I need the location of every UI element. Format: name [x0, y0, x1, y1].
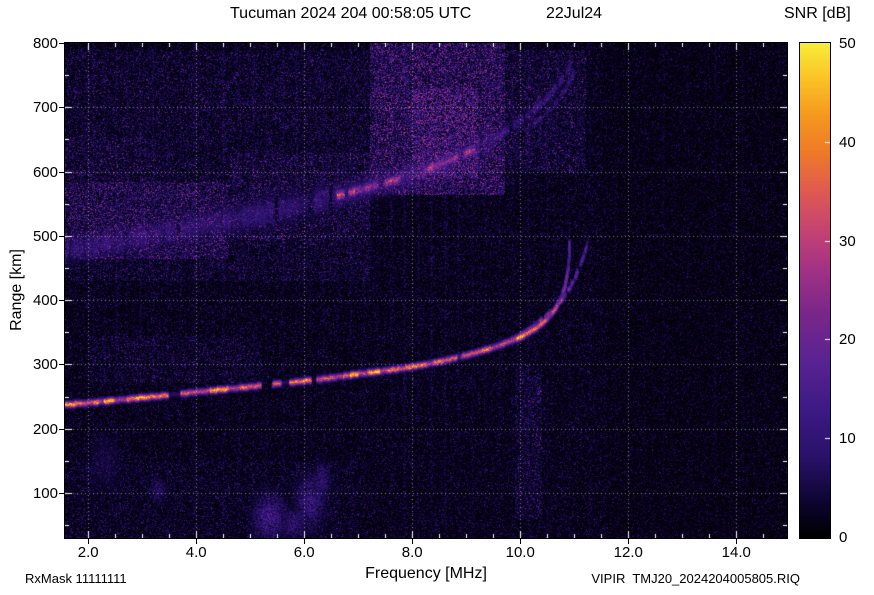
x-tick-mark	[88, 539, 89, 544]
y-tick-mark	[59, 107, 64, 108]
y-tick-mark	[59, 236, 64, 237]
x-tick-mark	[736, 539, 737, 544]
snr-colorbar-canvas	[800, 43, 830, 538]
x-tick-label: 2.0	[77, 544, 99, 561]
ionogram-plot-area	[64, 42, 788, 539]
y-tick-label: 600	[32, 163, 58, 181]
x-tick-label: 8.0	[401, 544, 423, 561]
x-tick-label: 12.0	[613, 544, 643, 561]
x-tick-label: 4.0	[185, 544, 207, 561]
x-tick-mark	[628, 539, 629, 544]
x-tick-mark	[520, 539, 521, 544]
x-tick-mark	[412, 539, 413, 544]
x-tick-label: 6.0	[293, 544, 315, 561]
y-tick-label: 200	[32, 420, 58, 438]
y-tick-label: 700	[32, 99, 58, 117]
colorbar-tick-label: 50	[839, 35, 856, 52]
colorbar-tick-label: 40	[839, 133, 856, 151]
y-tick-label: 500	[32, 227, 58, 245]
y-tick-mark	[59, 172, 64, 173]
colorbar-tick-label: 30	[839, 232, 856, 250]
y-tick-label: 100	[32, 485, 58, 502]
y-tick-mark	[59, 364, 64, 365]
y-tick-label: 300	[32, 356, 58, 374]
colorbar-tick-label: 20	[839, 331, 856, 349]
x-tick-label: 14.0	[721, 544, 751, 561]
x-tick-mark	[304, 539, 305, 544]
chart-title: Tucuman 2024 204 00:58:05 UTC	[230, 5, 472, 22]
y-tick-label: 800	[32, 35, 58, 52]
y-tick-label: 400	[32, 292, 58, 310]
x-tick-mark	[196, 539, 197, 544]
ionogram-heatmap-canvas	[65, 43, 787, 538]
y-tick-mark	[59, 300, 64, 301]
chart-date-label: 22Jul24	[546, 5, 603, 22]
y-tick-mark	[59, 43, 64, 44]
colorbar-title: SNR [dB]	[784, 5, 851, 22]
y-tick-mark	[59, 429, 64, 430]
snr-colorbar	[799, 42, 831, 539]
y-axis-label: Range [km]	[8, 249, 25, 331]
y-tick-mark	[59, 493, 64, 494]
data-file-label: VIPIR TMJ20_2024204005805.RIQ	[591, 571, 800, 586]
rxmask-label: RxMask 11111111	[25, 571, 127, 586]
x-axis-label: Frequency [MHz]	[365, 565, 487, 582]
x-tick-label: 10.0	[505, 544, 535, 561]
colorbar-tick-label: 10	[839, 430, 856, 448]
colorbar-tick-label: 0	[839, 529, 848, 546]
